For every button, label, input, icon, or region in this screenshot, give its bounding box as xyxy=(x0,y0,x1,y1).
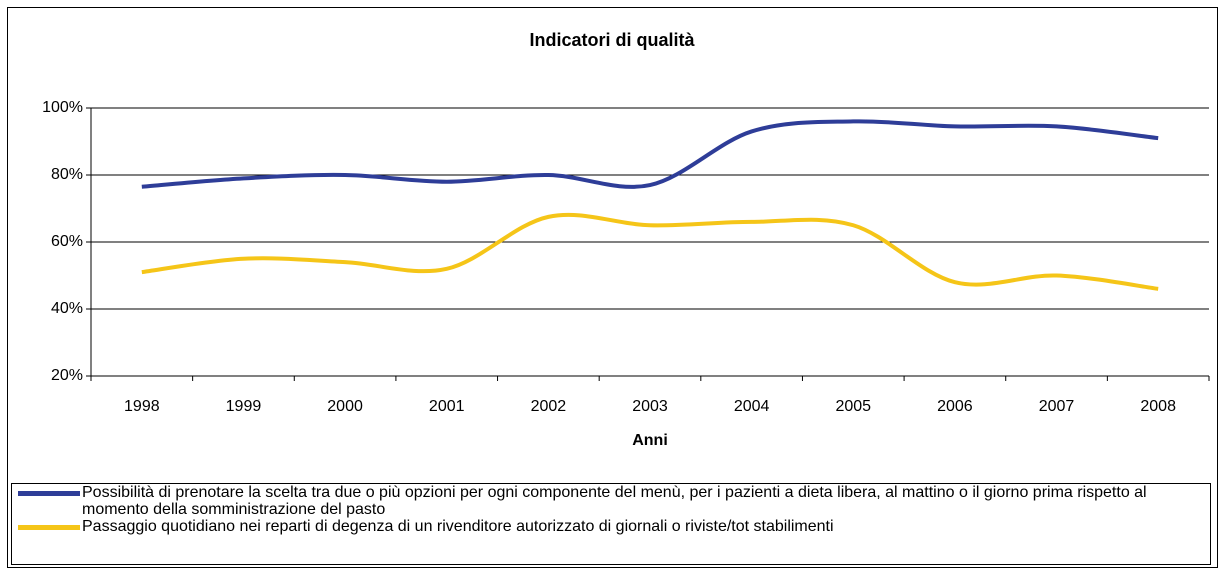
series-line xyxy=(141,212,1159,291)
legend-label: Possibilità di prenotare la scelta tra d… xyxy=(82,484,1147,518)
x-tick-label: 1998 xyxy=(124,398,160,415)
chart-border xyxy=(7,7,1218,568)
legend: Possibilità di prenotare la scelta tra d… xyxy=(11,483,1211,565)
x-tick-label: 1999 xyxy=(226,398,262,415)
y-tick-label: 40% xyxy=(51,300,83,317)
y-tick-label: 60% xyxy=(51,233,83,250)
chart-title: Indicatori di qualità xyxy=(529,30,695,50)
x-tick-label: 2001 xyxy=(429,398,465,415)
x-tick-label: 2008 xyxy=(1140,398,1176,415)
series-line xyxy=(141,119,1159,189)
y-tick-label: 80% xyxy=(51,166,83,183)
legend-label: Passaggio quotidiano nei reparti di dege… xyxy=(82,518,834,535)
y-tick-label: 100% xyxy=(42,99,83,116)
legend-swatch xyxy=(18,525,80,530)
x-tick-label: 2006 xyxy=(937,398,973,415)
legend-item: Possibilità di prenotare la scelta tra d… xyxy=(12,484,1210,518)
x-tick-label: 2002 xyxy=(531,398,567,415)
x-tick-label: 2003 xyxy=(632,398,668,415)
legend-item: Passaggio quotidiano nei reparti di dege… xyxy=(12,518,1210,535)
x-tick-label: 2005 xyxy=(835,398,871,415)
x-tick-label: 2007 xyxy=(1039,398,1075,415)
x-axis-title: Anni xyxy=(632,432,668,449)
legend-swatch xyxy=(18,491,80,496)
y-tick-label: 20% xyxy=(51,367,83,384)
x-tick-label: 2000 xyxy=(327,398,363,415)
x-tick-label: 2004 xyxy=(734,398,770,415)
